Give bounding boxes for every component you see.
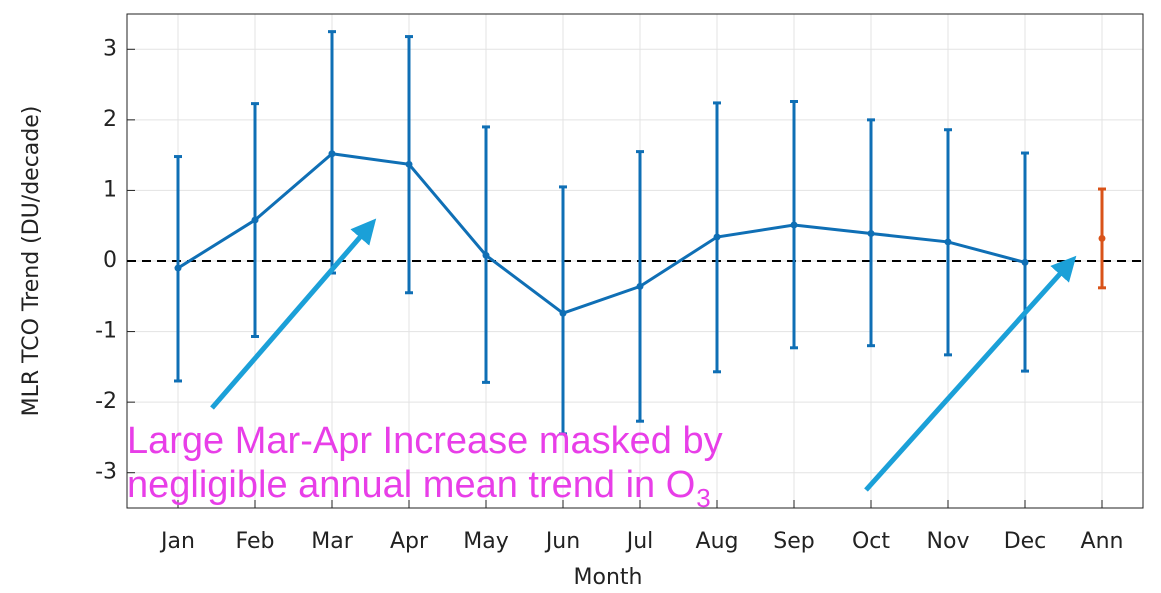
annotation-subscript: 3 <box>696 483 710 513</box>
point <box>1021 258 1029 266</box>
annotation: negligible annual mean trend in O <box>127 464 695 506</box>
x-tick-label: Jun <box>544 529 580 554</box>
x-tick-label: Mar <box>311 529 353 554</box>
y-tick-label: 2 <box>103 107 117 132</box>
x-axis-label: Month <box>574 565 643 590</box>
x-tick-label: Sep <box>773 529 814 554</box>
annotation: Large Mar-Apr Increase masked by <box>127 420 723 462</box>
point <box>328 150 336 158</box>
y-axis-label: MLR TCO Trend (DU/decade) <box>19 106 44 417</box>
y-tick-label: 3 <box>103 36 117 61</box>
point <box>174 264 182 272</box>
x-tick-label: Oct <box>852 529 890 554</box>
point <box>251 216 259 224</box>
arrow <box>210 218 377 410</box>
x-tick-label: Jul <box>625 529 654 554</box>
arrow <box>864 255 1077 492</box>
point <box>713 233 721 241</box>
x-tick-label: Ann <box>1081 529 1124 554</box>
point <box>559 309 567 317</box>
y-tick-label: -2 <box>95 389 117 414</box>
x-tick-label: May <box>463 529 508 554</box>
y-tick-label: -3 <box>95 460 117 485</box>
trend-line <box>177 152 1026 315</box>
point <box>1098 234 1106 242</box>
x-tick-label: Aug <box>696 529 739 554</box>
point <box>867 229 875 237</box>
x-tick-label: Nov <box>927 529 970 554</box>
x-tick-label: Feb <box>236 529 275 554</box>
y-tick-label: 0 <box>103 248 117 273</box>
y-tick-label: -1 <box>95 319 117 344</box>
point <box>790 221 798 229</box>
point <box>482 251 490 259</box>
x-tick-label: Dec <box>1004 529 1047 554</box>
x-tick-label: Apr <box>390 529 429 554</box>
point <box>636 282 644 290</box>
y-tick-label: 1 <box>103 177 117 202</box>
point <box>944 238 952 246</box>
x-tick-label: Jan <box>159 529 195 554</box>
plot-area <box>126 13 1144 509</box>
point <box>405 160 413 168</box>
